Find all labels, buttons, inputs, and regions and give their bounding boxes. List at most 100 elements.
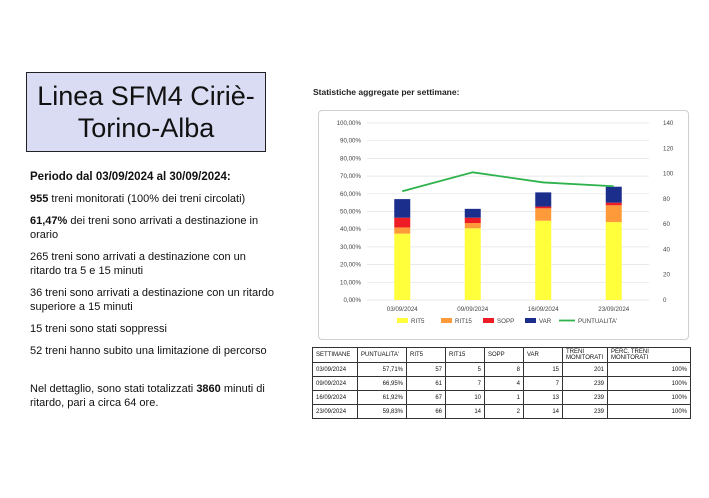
detail-post: minuti di ritardo, pari a circa 64 ore. — [30, 383, 265, 409]
legend-label: RIT5 — [411, 318, 425, 325]
monitored-line: 955 treni monitorati (100% dei treni cir… — [30, 192, 280, 206]
table-header: RIT15 — [445, 347, 485, 363]
table-cell: 59,83% — [357, 404, 407, 419]
table-cell: 14 — [523, 404, 563, 419]
bar-rit15-segment — [605, 205, 622, 223]
legend-label: VAR — [539, 318, 552, 325]
stats-table: SETTIMANE PUNTUALITA' RIT5 RIT15 SOPP VA… — [312, 347, 691, 419]
y-right-tick-label: 80 — [663, 196, 670, 203]
y-left-tick-label: 40,00% — [340, 226, 361, 233]
detail-minutes: 3860 — [196, 383, 221, 395]
legend-label: RIT15 — [455, 318, 472, 325]
table-cell: 66 — [406, 404, 446, 419]
y-left-tick-label: 30,00% — [340, 244, 361, 251]
puntualita-line — [402, 171, 614, 193]
table-cell: 14 — [445, 404, 485, 419]
legend-swatch — [525, 318, 536, 323]
table-header-row: SETTIMANE PUNTUALITA' RIT5 RIT15 SOPP VA… — [312, 347, 691, 363]
table-cell: 57 — [406, 362, 446, 377]
table-cell: 10 — [445, 390, 485, 405]
bar-rit15-segment — [394, 227, 411, 234]
legend-swatch — [483, 318, 494, 323]
chart-frame: 0,00% 10,00% 20,00% 30,00% 40,00% 50,00% 60,00… — [318, 110, 689, 340]
detail-line: Nel dettaglio, sono stati totalizzati 38… — [30, 382, 280, 410]
legend-label: SOPP — [497, 318, 514, 325]
table-cell: 100% — [607, 376, 691, 391]
y-left-tick-label: 50,00% — [340, 209, 361, 216]
y-right-tick-label: 140 — [663, 120, 674, 127]
table-cell: 16/09/2024 — [312, 390, 358, 405]
bar-var-segment — [535, 192, 552, 207]
bar-rit5-segment — [394, 233, 411, 300]
bar-rit5-segment — [605, 222, 622, 300]
y-right-tick-label: 20 — [663, 272, 670, 279]
suppressed-line: 15 treni sono stati soppressi — [30, 323, 167, 335]
table-header: VAR — [523, 347, 563, 363]
table-row: 09/09/2024 66,95% 61 7 4 7 239 100% — [312, 376, 691, 391]
bar-rit15-segment — [535, 208, 552, 221]
table-header: SETTIMANE — [312, 347, 358, 363]
bar-var-segment — [464, 208, 481, 218]
table-header: SOPP — [484, 347, 524, 363]
table-cell: 7 — [445, 376, 485, 391]
title-box: Linea SFM4 Ciriè-Torino-Alba — [26, 72, 266, 152]
table-cell: 7 — [523, 376, 563, 391]
table-cell: 03/09/2024 — [312, 362, 358, 377]
late-over-15-line: 36 treni sono arrivati a destinazione co… — [30, 287, 274, 313]
period-heading: Periodo dal 03/09/2024 al 30/09/2024: — [30, 171, 231, 183]
table-header: PERC. TRENI MONITORATI — [607, 347, 691, 363]
bar-var-segment — [605, 186, 622, 203]
table-cell: 239 — [562, 390, 608, 405]
table-cell: 57,71% — [357, 362, 407, 377]
y-left-tick-label: 90,00% — [340, 138, 361, 145]
monitored-text: treni monitorati (100% dei treni circola… — [48, 193, 246, 205]
chart-heading: Statistiche aggregate per settimane: — [313, 87, 460, 97]
table-row: 23/09/2024 59,83% 66 14 2 14 239 100% — [312, 404, 691, 419]
table-row: 16/09/2024 61,92% 67 10 1 13 239 100% — [312, 390, 691, 405]
table-cell: 100% — [607, 390, 691, 405]
table-cell: 61 — [406, 376, 446, 391]
ontime-text: dei treni sono arrivati a destinazione i… — [30, 215, 259, 241]
y-right-tick-label: 100 — [663, 171, 674, 178]
bar-sopp-segment — [464, 217, 481, 224]
bar-sopp-segment — [535, 206, 552, 209]
y-left-tick-label: 100,00% — [337, 120, 362, 127]
late-5-15-line: 265 treni sono arrivati a destinazione c… — [30, 251, 246, 277]
detail-pre: Nel dettaglio, sono stati totalizzati — [30, 383, 197, 395]
x-tick-label: 16/09/2024 — [528, 306, 560, 313]
bar-sopp-segment — [605, 202, 622, 206]
table-cell: 09/09/2024 — [312, 376, 358, 391]
table-cell: 201 — [562, 362, 608, 377]
y-left-tick-label: 80,00% — [340, 155, 361, 162]
bar-var-segment — [394, 199, 411, 218]
table-cell: 23/09/2024 — [312, 404, 358, 419]
bar-rit5-segment — [535, 220, 552, 300]
table-cell: 15 — [523, 362, 563, 377]
bar-sopp-segment — [394, 217, 411, 228]
table-cell: 67 — [406, 390, 446, 405]
bar-rit15-segment — [464, 223, 481, 229]
x-tick-label: 03/09/2024 — [387, 306, 419, 313]
y-left-tick-label: 20,00% — [340, 262, 361, 269]
y-right-tick-label: 40 — [663, 246, 670, 253]
weekly-stats-chart: 0,00% 10,00% 20,00% 30,00% 40,00% 50,00% 60,00… — [337, 120, 674, 325]
table-cell: 61,92% — [357, 390, 407, 405]
table-row: 03/09/2024 57,71% 57 5 8 15 201 100% — [312, 362, 691, 377]
y-right-tick-label: 60 — [663, 221, 670, 228]
y-left-tick-label: 0,00% — [343, 297, 361, 304]
legend-label: PUNTUALITA' — [578, 318, 617, 325]
x-tick-label: 09/09/2024 — [457, 306, 489, 313]
bar-rit5-segment — [464, 228, 481, 300]
y-left-tick-label: 70,00% — [340, 173, 361, 180]
table-cell: 13 — [523, 390, 563, 405]
table-cell: 100% — [607, 362, 691, 377]
table-cell: 100% — [607, 404, 691, 419]
legend-swatch — [397, 318, 408, 323]
table-header: TRENI MONITORATI — [562, 347, 608, 363]
table-cell: 4 — [484, 376, 524, 391]
table-cell: 2 — [484, 404, 524, 419]
ontime-line: 61,47% dei treni sono arrivati a destina… — [30, 214, 280, 242]
page-title: Linea SFM4 Ciriè-Torino-Alba — [37, 81, 255, 143]
table-header: PUNTUALITA' — [357, 347, 407, 363]
summary-panel: Periodo dal 03/09/2024 al 30/09/2024: 95… — [30, 170, 280, 418]
